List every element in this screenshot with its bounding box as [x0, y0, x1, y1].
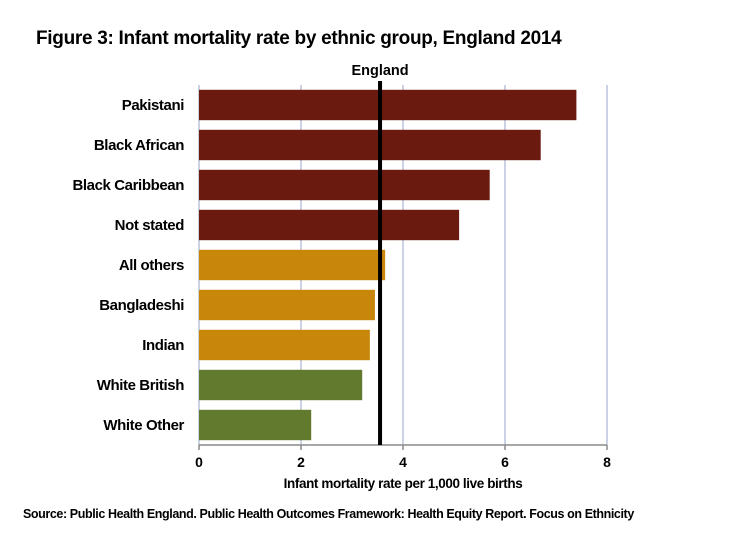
category-label: Black African	[94, 137, 184, 154]
tick-label: 6	[501, 454, 509, 470]
reference-line-label: England	[351, 63, 408, 79]
tick-label: 0	[195, 454, 203, 470]
category-label: White Other	[103, 417, 184, 434]
category-labels: Pakistani Black African Black Caribbean Not…	[72, 97, 184, 434]
bar	[199, 249, 386, 281]
reference-line-group: England	[351, 63, 409, 445]
tick-label: 4	[399, 454, 407, 470]
bar	[199, 209, 460, 241]
chart-title: Figure 3: Infant mortality rate by ethni…	[36, 28, 562, 49]
tick-label: 2	[297, 454, 305, 470]
x-axis: 0 2 4 6 8 Infant mortality rate per 1,000 liv…	[195, 444, 611, 491]
category-label: Not stated	[115, 217, 185, 234]
bar	[199, 329, 370, 361]
bar	[199, 409, 312, 441]
category-label: All others	[119, 257, 184, 274]
x-axis-title: Infant mortality rate per 1,000 live bir…	[284, 476, 523, 491]
bar	[199, 369, 363, 401]
bar	[199, 89, 577, 121]
bar	[199, 129, 541, 161]
category-label: Black Caribbean	[72, 177, 184, 194]
category-label: Pakistani	[122, 97, 184, 114]
category-label: White British	[97, 377, 185, 394]
bar	[199, 289, 375, 321]
category-label: Indian	[142, 337, 184, 354]
category-label: Bangladeshi	[99, 297, 184, 314]
bar	[199, 169, 490, 201]
tick-label: 8	[603, 454, 611, 470]
source-note: Source: Public Health England. Public He…	[23, 507, 634, 521]
bars	[199, 89, 577, 441]
